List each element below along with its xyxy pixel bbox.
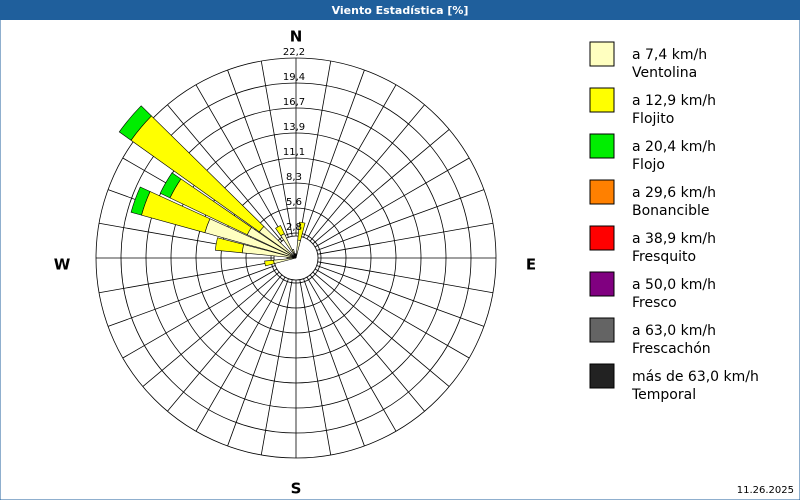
spoke [303,69,365,238]
legend-swatch [589,363,615,389]
spoke [317,261,494,294]
legend-label: Frescachón [632,341,711,357]
legend-swatch [589,271,615,297]
legend-label: Ventolina [632,65,697,81]
spoke [312,129,450,245]
spoke [299,60,332,237]
spoke [312,271,450,387]
spoke [195,84,286,240]
legend-name: a 12,9 km/h [632,93,716,109]
ring-label: 2,8 [286,222,302,233]
ring-label: 13,9 [283,122,305,133]
spoke [167,274,283,412]
spoke [306,84,397,240]
direction-label: S [291,480,302,498]
ring-label: 8,3 [286,172,302,183]
wind-wedge [264,259,275,267]
wind-wedge [214,237,245,254]
spoke [195,276,286,432]
legend-swatch [589,225,615,251]
legend-swatch [589,87,615,113]
date: 11.26.2025 [737,485,794,496]
spoke [260,279,293,456]
title-bar [0,0,800,20]
wind-wedge [291,248,297,259]
spoke [98,261,275,294]
spoke [317,222,494,255]
legend-swatch [589,317,615,343]
wind-wedge [118,105,152,141]
legend-name: a 20,4 km/h [632,139,716,155]
chart-title: Viento Estadística [%] [332,4,469,17]
legend-name: a 38,9 km/h [632,231,716,247]
spoke [227,278,289,447]
spoke [299,279,332,456]
spoke [314,268,470,359]
ring-label: 16,7 [283,97,305,108]
spoke [227,69,289,238]
legend-label: Flojo [632,157,665,173]
legend-label: Fresco [632,295,677,311]
ring-label: 19,4 [283,72,305,83]
spoke [107,265,276,327]
ring-label: 11,1 [283,147,305,158]
spoke [306,276,397,432]
legend-swatch [589,41,615,67]
direction-label: N [290,28,303,46]
legend-name: a 7,4 km/h [632,47,707,63]
spoke [122,268,278,359]
legend-label: Temporal [631,387,696,403]
spoke [309,274,425,412]
legend-swatch [589,179,615,205]
wind-wedge [130,186,151,216]
spoke [316,189,485,251]
spoke [167,104,283,242]
ring-label: 5,6 [286,197,302,208]
spoke [309,104,425,242]
legend-swatch [589,133,615,159]
wind-wedge [159,172,182,199]
spoke [314,157,470,248]
spoke [260,60,293,237]
direction-label: W [54,256,71,274]
wind-wedge [297,221,306,241]
legend-name: a 29,6 km/h [632,185,716,201]
legend-name: a 63,0 km/h [632,323,716,339]
wind-wedge [275,225,285,237]
ring-label: 22,2 [283,47,305,58]
wind-wedge [294,253,297,259]
legend-label: Fresquito [632,249,696,265]
legend-name: a 50,0 km/h [632,277,716,293]
legend-name: más de 63,0 km/h [632,369,759,385]
spoke [303,278,365,447]
spoke [142,271,280,387]
legend-label: Flojito [632,111,674,127]
spoke [316,265,485,327]
legend-label: Bonancible [632,203,709,219]
direction-label: E [526,256,536,274]
